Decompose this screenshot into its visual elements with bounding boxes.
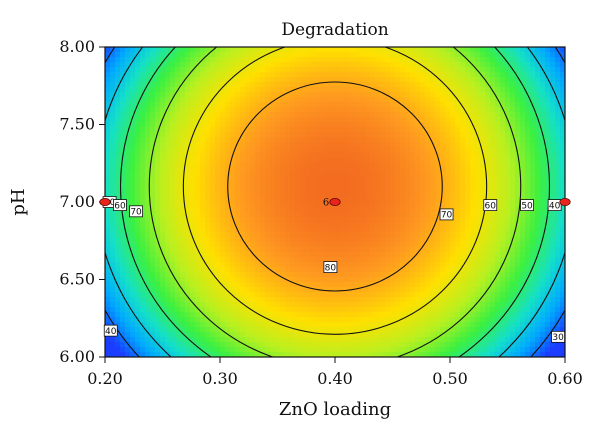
contour-line [148,47,522,357]
contour-label-box [551,330,565,343]
x-tick-label: 0.60 [547,369,583,388]
chart-title: Degradation [281,20,388,40]
contour-line [120,47,550,357]
contour-lines [105,47,565,357]
contour-label-box [520,199,534,212]
x-tick-label: 0.30 [202,369,238,388]
contour-label-box [129,205,143,218]
design-point [329,197,341,206]
x-axis-label: ZnO loading [279,399,391,420]
y-axis-label: pH [8,188,29,215]
contour-label-box [323,261,338,274]
contour-label-box [547,199,562,212]
x-axis-ticks: 0.20 0.30 0.40 0.50 0.60 [87,357,583,388]
contour-label: 70 [441,211,453,221]
contour-label: 60 [114,201,126,211]
y-tick-label: 6.50 [59,270,95,289]
contour-label: 70 [130,208,142,218]
design-point-label: 6 [323,198,329,209]
contour-label-box [483,199,498,212]
contour-label: 50 [521,201,533,211]
contour-label-box [113,199,127,212]
y-tick-label: 7.00 [59,192,95,211]
contour-line [182,47,488,335]
design-point [559,197,571,206]
contour-label: 40 [549,201,561,211]
contour-line [227,81,443,292]
contour-label: 60 [485,201,497,211]
contour-label: 40 [105,327,117,337]
contour-label: 30 [552,333,564,343]
design-points: 6 [99,197,571,209]
y-tick-label: 8.00 [59,37,95,56]
y-axis-ticks: 6.00 6.50 7.00 7.50 8.00 [59,37,105,366]
contour-label: 80 [325,263,337,273]
x-tick-label: 0.40 [317,369,353,388]
design-point [99,197,111,206]
contour-label-box [439,208,454,221]
x-tick-label: 0.20 [87,369,123,388]
y-tick-label: 6.00 [59,347,95,366]
y-tick-label: 7.50 [59,115,95,134]
contour-label-box [103,324,118,337]
x-tick-label: 0.50 [432,369,468,388]
